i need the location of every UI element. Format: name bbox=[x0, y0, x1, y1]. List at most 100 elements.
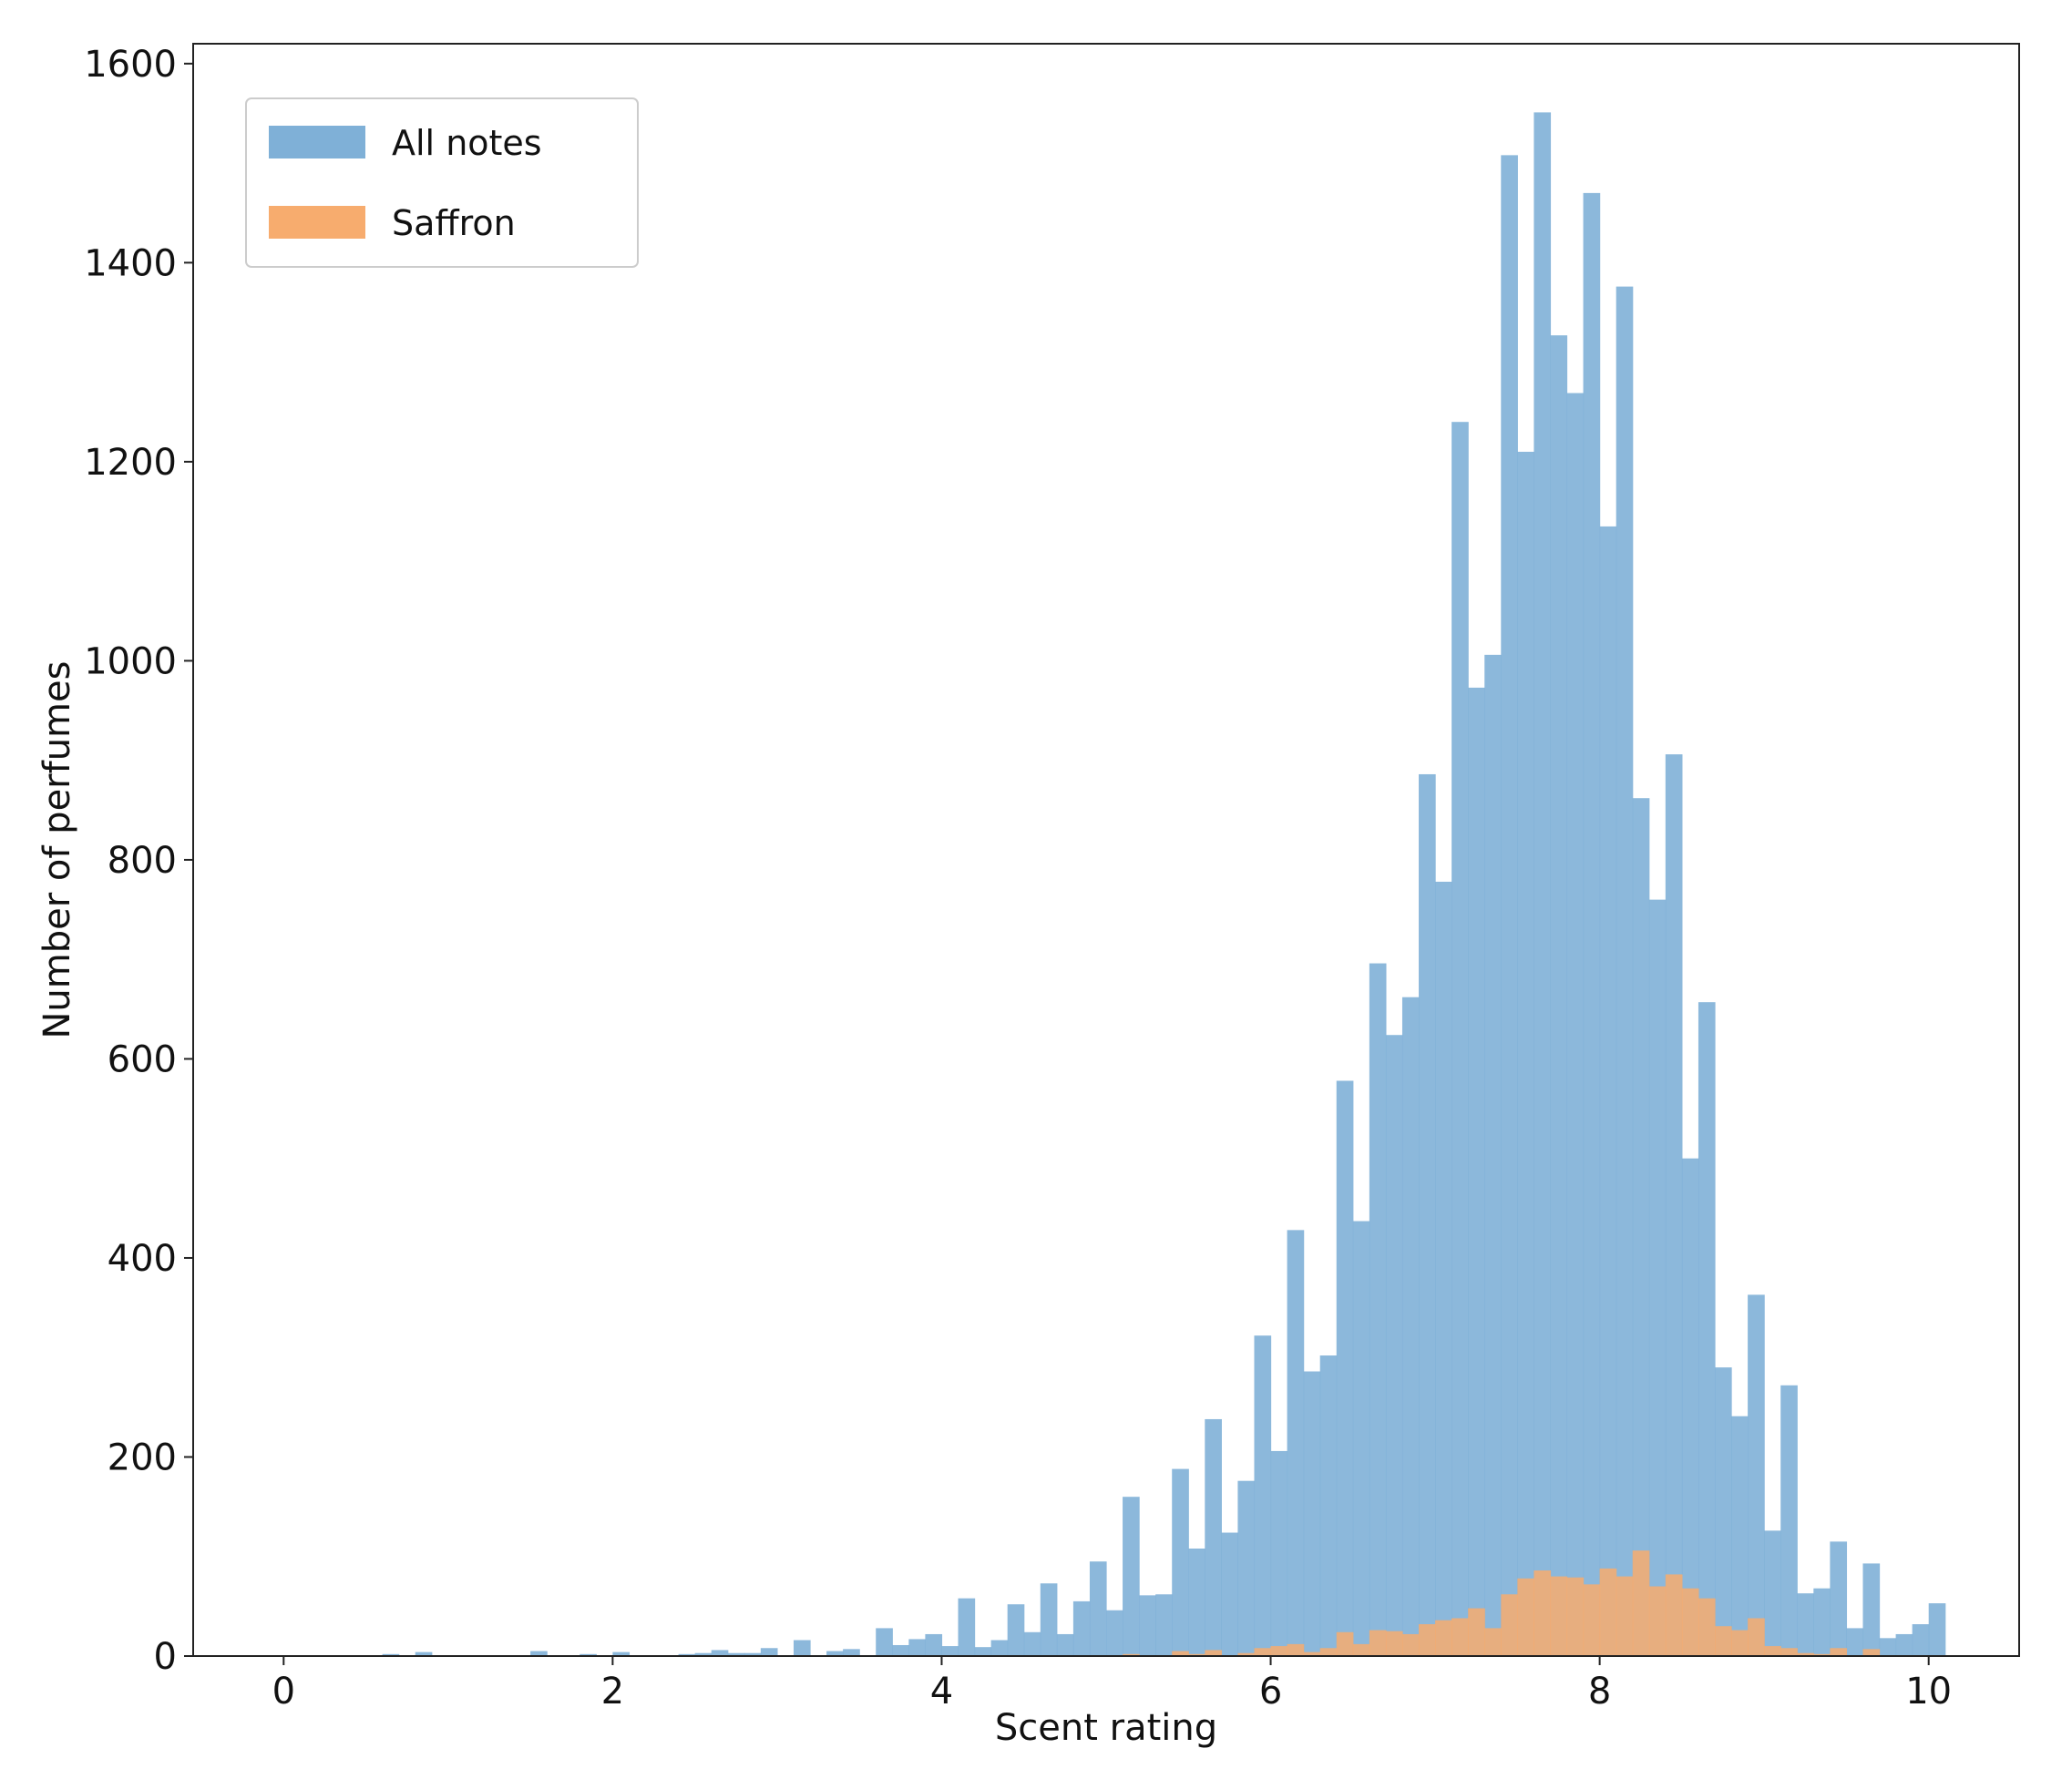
bar-saffron-88 bbox=[1731, 1630, 1749, 1656]
bar-saffron-86 bbox=[1698, 1598, 1716, 1656]
bar-all-notes-66 bbox=[1369, 963, 1387, 1656]
bar-saffron-78 bbox=[1566, 1577, 1585, 1656]
bar-saffron-54 bbox=[1172, 1651, 1189, 1656]
bar-saffron-71 bbox=[1451, 1618, 1469, 1656]
bar-all-notes-68 bbox=[1401, 997, 1420, 1656]
bar-saffron-77 bbox=[1550, 1576, 1568, 1656]
bar-saffron-66 bbox=[1369, 1630, 1387, 1656]
bar-all-notes-51 bbox=[1123, 1497, 1140, 1656]
bar-all-notes-93 bbox=[1813, 1588, 1831, 1656]
bar-saffron-63 bbox=[1319, 1648, 1338, 1656]
bar-all-notes-37 bbox=[892, 1644, 909, 1656]
bar-all-notes-70 bbox=[1435, 881, 1452, 1656]
bar-all-notes-99 bbox=[1912, 1624, 1930, 1656]
bar-saffron-93 bbox=[1813, 1653, 1831, 1656]
bar-all-notes-39 bbox=[925, 1633, 943, 1656]
bar-all-notes-48 bbox=[1072, 1600, 1091, 1656]
bar-saffron-58 bbox=[1237, 1652, 1256, 1656]
bar-all-notes-52 bbox=[1139, 1595, 1156, 1656]
bar-all-notes-54 bbox=[1172, 1468, 1189, 1656]
y-tick-label-600: 600 bbox=[108, 1038, 177, 1080]
bar-all-notes-82 bbox=[1632, 798, 1650, 1656]
bar-all-notes-69 bbox=[1419, 773, 1436, 1656]
bar-saffron-61 bbox=[1287, 1643, 1305, 1656]
bar-all-notes-85 bbox=[1681, 1158, 1699, 1656]
bar-all-notes-27 bbox=[727, 1652, 745, 1656]
series-all-notes-bars bbox=[382, 112, 1946, 1657]
bar-all-notes-8 bbox=[415, 1651, 433, 1656]
bar-saffron-72 bbox=[1468, 1608, 1485, 1656]
bar-saffron-73 bbox=[1484, 1628, 1502, 1656]
bar-saffron-70 bbox=[1435, 1620, 1452, 1656]
bar-saffron-83 bbox=[1648, 1586, 1667, 1656]
bar-all-notes-77 bbox=[1550, 335, 1568, 1656]
bar-all-notes-33 bbox=[826, 1651, 844, 1656]
bar-saffron-60 bbox=[1270, 1646, 1288, 1656]
bar-all-notes-47 bbox=[1056, 1633, 1074, 1656]
bar-all-notes-96 bbox=[1862, 1563, 1881, 1656]
bar-saffron-91 bbox=[1780, 1648, 1798, 1656]
y-tick-label-200: 200 bbox=[108, 1437, 177, 1478]
bar-saffron-67 bbox=[1385, 1631, 1403, 1656]
bar-all-notes-18 bbox=[580, 1653, 597, 1656]
bar-all-notes-94 bbox=[1830, 1541, 1848, 1656]
y-tick-label-1600: 1600 bbox=[84, 44, 177, 86]
bar-all-notes-38 bbox=[908, 1639, 926, 1656]
bar-all-notes-79 bbox=[1583, 192, 1601, 1656]
bar-all-notes-53 bbox=[1155, 1594, 1173, 1656]
bar-saffron-89 bbox=[1748, 1618, 1765, 1656]
bar-all-notes-15 bbox=[530, 1651, 548, 1656]
bar-saffron-82 bbox=[1632, 1550, 1650, 1656]
bar-all-notes-92 bbox=[1797, 1593, 1814, 1656]
y-axis: 0 200 400 600 800 1000 1200 1400 1600 bbox=[84, 44, 193, 1678]
legend-swatch-all-notes bbox=[269, 126, 365, 158]
bar-all-notes-49 bbox=[1089, 1561, 1107, 1656]
bar-all-notes-29 bbox=[760, 1648, 778, 1656]
bar-all-notes-72 bbox=[1468, 687, 1485, 1657]
bar-all-notes-58 bbox=[1237, 1480, 1256, 1656]
bar-saffron-51 bbox=[1123, 1653, 1140, 1656]
y-tick-label-1000: 1000 bbox=[84, 640, 177, 682]
y-axis-label: Number of perfumes bbox=[36, 661, 78, 1039]
x-tick-label-10: 10 bbox=[1905, 1671, 1952, 1713]
bar-all-notes-91 bbox=[1780, 1385, 1798, 1656]
y-tick-label-0: 0 bbox=[154, 1636, 177, 1678]
bar-all-notes-73 bbox=[1484, 654, 1502, 1656]
bar-all-notes-87 bbox=[1715, 1367, 1732, 1656]
x-tick-label-0: 0 bbox=[272, 1671, 295, 1713]
bar-all-notes-67 bbox=[1385, 1035, 1403, 1656]
x-axis-label: Scent rating bbox=[995, 1707, 1217, 1749]
bar-all-notes-61 bbox=[1287, 1230, 1305, 1656]
bar-saffron-75 bbox=[1517, 1578, 1534, 1656]
y-tick-label-400: 400 bbox=[108, 1238, 177, 1280]
bar-all-notes-78 bbox=[1566, 393, 1585, 1656]
bar-all-notes-81 bbox=[1616, 286, 1634, 1657]
bar-all-notes-43 bbox=[990, 1640, 1009, 1656]
x-tick-label-8: 8 bbox=[1588, 1671, 1611, 1713]
bar-all-notes-63 bbox=[1319, 1355, 1338, 1656]
bar-all-notes-75 bbox=[1517, 451, 1534, 1657]
bar-all-notes-86 bbox=[1698, 1002, 1716, 1656]
bar-all-notes-55 bbox=[1188, 1549, 1205, 1656]
bar-all-notes-20 bbox=[612, 1651, 631, 1656]
bar-all-notes-46 bbox=[1040, 1583, 1058, 1656]
x-axis: 0 2 4 6 8 10 bbox=[272, 1656, 1952, 1713]
bar-saffron-74 bbox=[1501, 1594, 1518, 1656]
bar-all-notes-80 bbox=[1599, 526, 1617, 1657]
y-tick-label-800: 800 bbox=[108, 840, 177, 882]
bar-saffron-59 bbox=[1254, 1648, 1272, 1656]
bar-all-notes-90 bbox=[1764, 1530, 1781, 1656]
bar-all-notes-97 bbox=[1879, 1638, 1897, 1656]
bar-all-notes-83 bbox=[1648, 899, 1667, 1656]
bar-all-notes-65 bbox=[1352, 1221, 1370, 1656]
bar-saffron-92 bbox=[1797, 1652, 1814, 1656]
y-tick-label-1200: 1200 bbox=[84, 442, 177, 484]
bar-all-notes-98 bbox=[1895, 1633, 1913, 1656]
bar-all-notes-31 bbox=[793, 1640, 811, 1656]
bar-saffron-56 bbox=[1205, 1650, 1222, 1656]
bar-all-notes-41 bbox=[958, 1598, 976, 1656]
bar-saffron-64 bbox=[1336, 1631, 1354, 1656]
bar-all-notes-60 bbox=[1270, 1450, 1288, 1656]
bar-all-notes-64 bbox=[1336, 1080, 1354, 1656]
